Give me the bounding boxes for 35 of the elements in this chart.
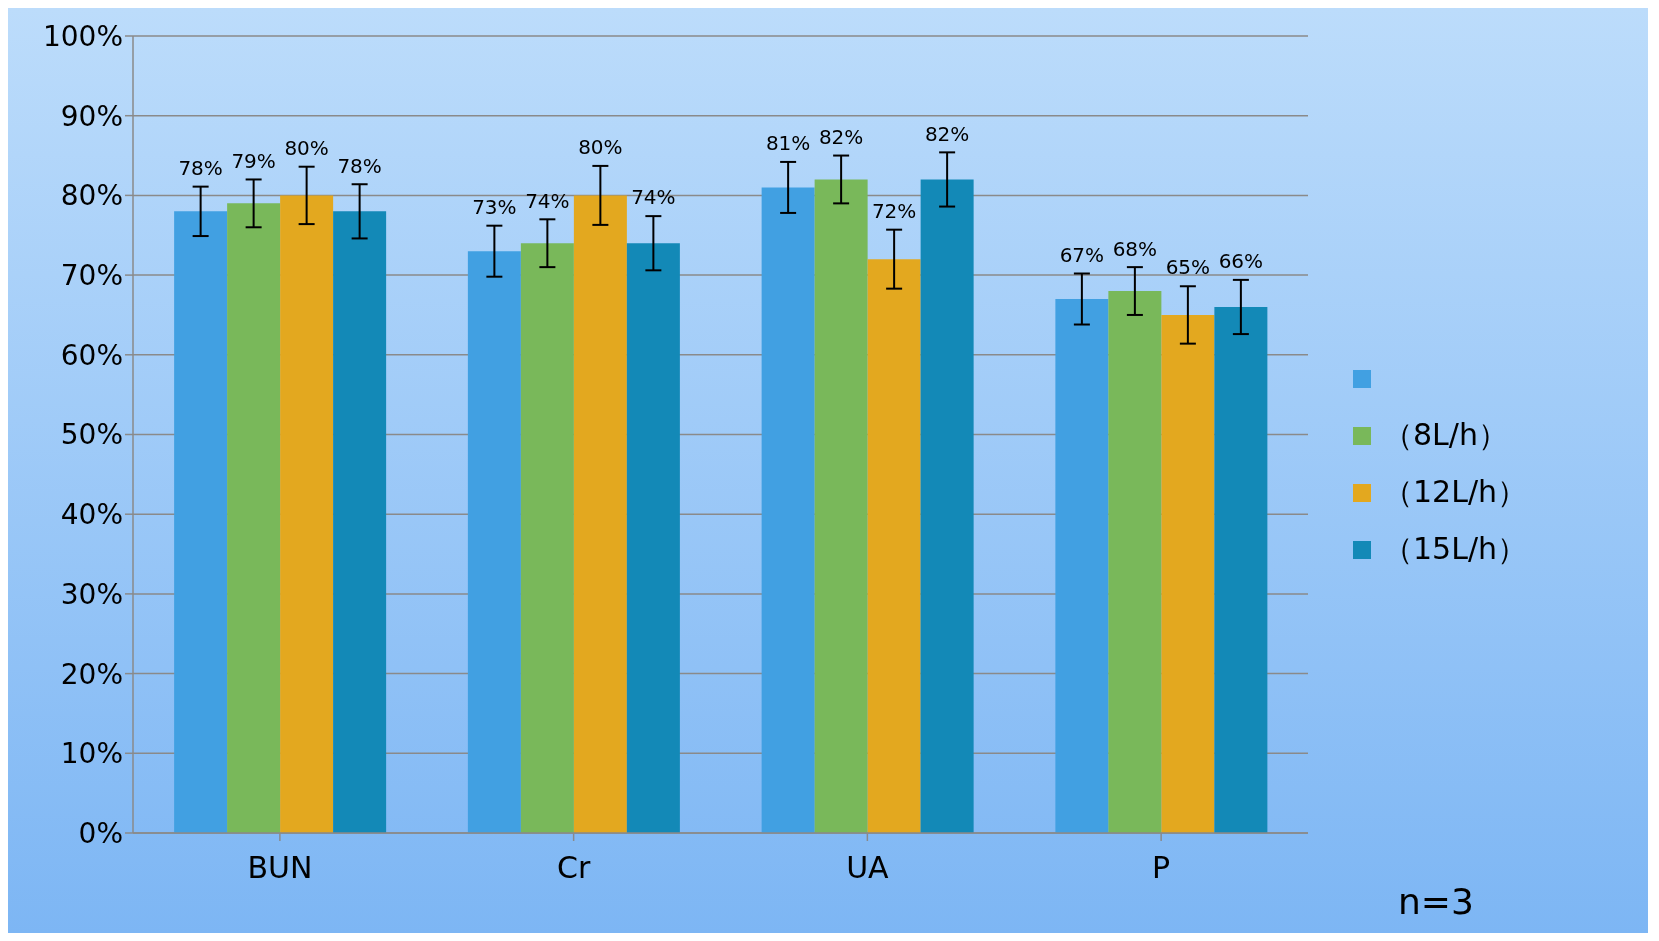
data-label: 80% [578, 135, 623, 160]
y-tick-label: 10% [60, 737, 123, 771]
data-label: 82% [818, 125, 864, 150]
legend-label: （12L/h） [1383, 473, 1528, 512]
data-label: 74% [631, 185, 676, 210]
data-label: 79% [231, 148, 276, 173]
y-tick-label: 100% [42, 19, 123, 53]
y-tick-label: 20% [60, 657, 123, 691]
y-tick-label: 60% [60, 338, 123, 372]
y-tick-label: 0% [78, 816, 123, 850]
text: n=3 [1398, 881, 1474, 922]
data-label: 65% [1165, 255, 1211, 280]
data-label: 74% [525, 188, 570, 213]
y-tick-label: 50% [60, 418, 123, 452]
data-label: 80% [284, 135, 329, 160]
data-label: 82% [924, 121, 970, 146]
data-label: 78% [178, 156, 223, 181]
data-label: 66% [1218, 249, 1264, 274]
x-tick-label: BUN [247, 850, 313, 886]
data-label: 78% [337, 153, 382, 178]
data-label: 73% [472, 195, 517, 220]
y-tick-label: 80% [60, 179, 123, 213]
y-tick-label: 90% [60, 99, 123, 133]
x-tick-label: Cr [556, 850, 591, 886]
legend-label: （8L/h） [1383, 416, 1508, 455]
y-tick-label: 70% [60, 259, 123, 293]
y-tick-label: 30% [60, 577, 123, 611]
x-tick-label: UA [846, 850, 890, 886]
data-label: 68% [1112, 236, 1158, 261]
data-label: 81% [765, 131, 811, 156]
data-label: 72% [871, 198, 917, 223]
data-label: 67% [1059, 242, 1105, 267]
y-tick-label: 40% [60, 498, 123, 532]
x-tick-label: P [1152, 850, 1171, 886]
legend-label: （15L/h） [1383, 530, 1528, 569]
